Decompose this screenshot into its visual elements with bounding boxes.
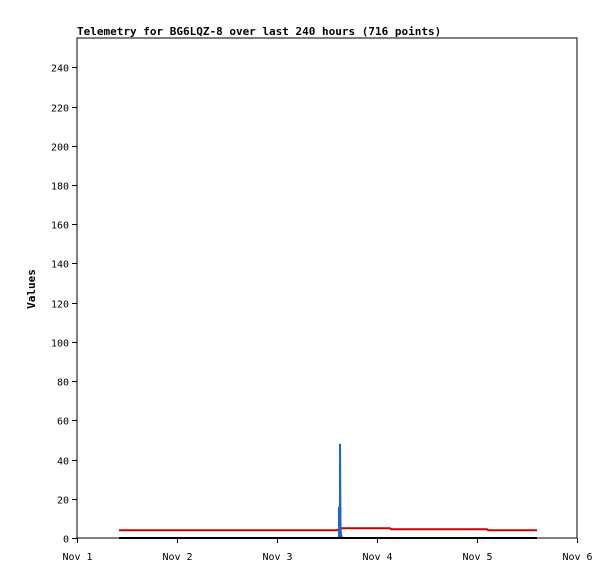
y-axis-title: Values (25, 269, 38, 309)
x-tick-label-1: Nov 2 (162, 552, 192, 563)
y-tick-label-9: 180 (51, 182, 69, 193)
y-tick-label-12: 240 (51, 64, 69, 75)
series-line-0 (119, 527, 537, 532)
y-tick-label-4: 80 (57, 378, 69, 389)
x-tick-label-4: Nov 5 (462, 552, 492, 563)
y-tick-label-3: 60 (57, 417, 69, 428)
plot-area: 0 20 40 60 80 100 120 140 160 180 200 220 240 Nov 1 No… (51, 37, 593, 563)
x-tick-label-3: Nov 4 (362, 552, 392, 563)
x-tick-label-2: Nov 3 (262, 552, 292, 563)
y-tick-label-10: 200 (51, 143, 69, 154)
y-tick-label-0: 0 (63, 535, 69, 546)
y-tick-label-5: 100 (51, 339, 69, 350)
y-tick-label-8: 160 (51, 221, 69, 232)
y-tick-label-11: 220 (51, 104, 69, 115)
series-line-1 (337, 443, 343, 539)
y-tick-label-7: 140 (51, 260, 69, 271)
y-tick-label-2: 40 (57, 457, 69, 468)
y-tick-label-6: 120 (51, 300, 69, 311)
plot-frame (76, 37, 578, 539)
y-tick-label-1: 20 (57, 496, 69, 507)
chart-title: Telemetry for BG6LQZ-8 over last 240 hou… (77, 25, 441, 38)
x-tick-label-5: Nov 6 (562, 552, 592, 563)
x-tick-label-0: Nov 1 (62, 552, 92, 563)
